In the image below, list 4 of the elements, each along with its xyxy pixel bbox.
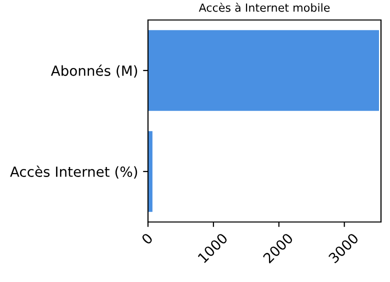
- x-tick-label: 0: [140, 232, 154, 245]
- y-tick-label: Abonnés (M): [50, 64, 138, 78]
- chart-title: Accès à Internet mobile: [198, 2, 330, 12]
- y-tick-label: Accès Internet (%): [10, 166, 138, 179]
